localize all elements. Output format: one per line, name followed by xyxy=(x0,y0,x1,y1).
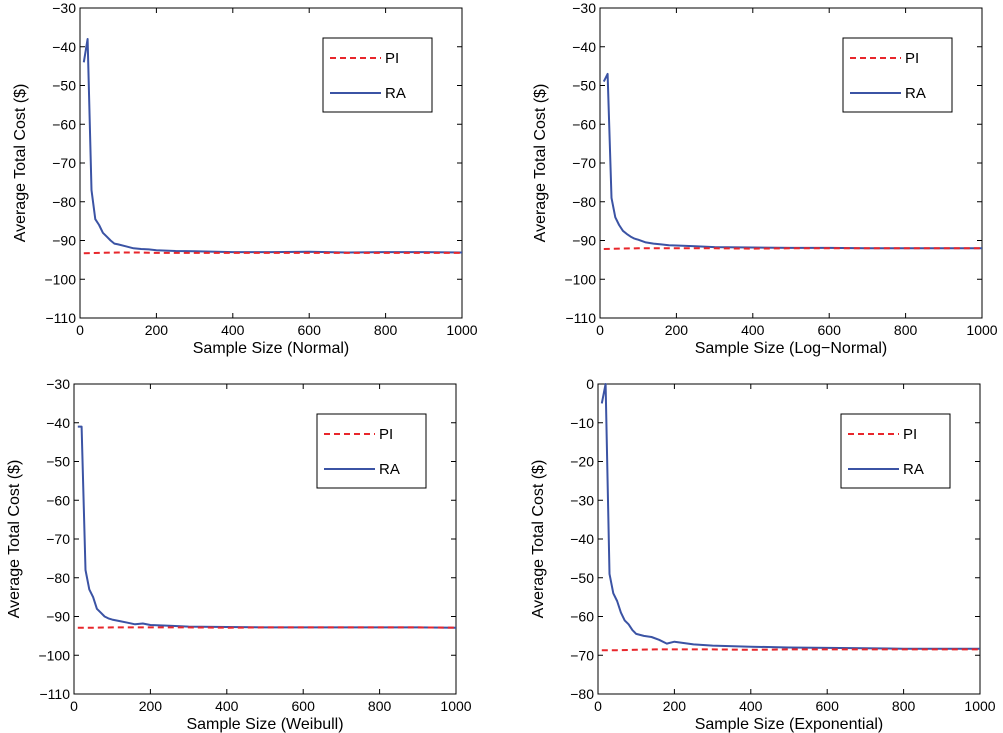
legend-label-pi: PI xyxy=(385,50,399,67)
y-axis-label: Average Total Cost ($) xyxy=(12,84,29,243)
y-axis-label: Average Total Cost ($) xyxy=(6,460,23,619)
legend: PI RA xyxy=(842,37,953,113)
y-tick-label: −60 xyxy=(570,609,594,625)
y-tick-label: −30 xyxy=(570,492,594,508)
y-tick-label: −50 xyxy=(52,78,76,94)
x-tick-label: 800 xyxy=(374,322,398,338)
series-line-pi xyxy=(603,247,982,250)
legend-label-ra: RA xyxy=(905,85,926,102)
y-tick-label: −10 xyxy=(570,415,594,431)
y-tick-label: −100 xyxy=(38,647,70,663)
y-tick-label: −110 xyxy=(40,686,71,702)
chart-panel-1: 0 200 400 600 800 1000 −110 −100 −90 −80 −70 −60 −50… xyxy=(12,0,478,357)
x-tick-label: 200 xyxy=(663,698,687,714)
x-tick-label: 600 xyxy=(816,698,840,714)
x-tick-label: 400 xyxy=(739,698,763,714)
x-tick-label: 200 xyxy=(665,322,689,338)
y-tick-label: −70 xyxy=(46,531,70,547)
y-tick-label: −20 xyxy=(570,454,594,470)
x-tick-label: 200 xyxy=(139,698,163,714)
y-tick-label: −70 xyxy=(52,155,76,171)
x-tick-label: 0 xyxy=(76,322,84,338)
y-tick-label: −110 xyxy=(566,310,597,326)
y-tick-label: −30 xyxy=(52,0,76,16)
legend-label-pi: PI xyxy=(903,426,917,443)
legend-box xyxy=(322,37,433,113)
x-tick-label: 0 xyxy=(594,698,602,714)
legend: PI RA xyxy=(316,413,427,489)
y-tick-label: 0 xyxy=(586,376,594,392)
y-tick-label: −40 xyxy=(572,39,596,55)
series-line-pi xyxy=(601,648,980,652)
x-tick-label: 400 xyxy=(741,322,765,338)
x-tick-label: 400 xyxy=(215,698,239,714)
y-tick-label: −70 xyxy=(570,647,594,663)
y-tick-label: −80 xyxy=(570,686,594,702)
y-tick-label: −60 xyxy=(572,116,596,132)
y-tick-label: −110 xyxy=(46,310,77,326)
y-tick-label: −70 xyxy=(572,155,596,171)
x-tick-label: 0 xyxy=(70,698,78,714)
y-tick-label: −30 xyxy=(572,0,596,16)
x-tick-label: 1000 xyxy=(440,698,471,714)
x-tick-label: 400 xyxy=(221,322,245,338)
x-tick-label: 1000 xyxy=(964,698,995,714)
legend-label-ra: RA xyxy=(379,461,400,478)
legend-label-ra: RA xyxy=(385,85,406,102)
legend-label-pi: PI xyxy=(905,50,919,67)
legend-label-pi: PI xyxy=(379,426,393,443)
x-axis-label: Sample Size (Weibull) xyxy=(186,716,343,733)
y-axis-label: Average Total Cost ($) xyxy=(530,460,547,619)
y-tick-label: −50 xyxy=(572,78,596,94)
y-tick-label: −40 xyxy=(570,531,594,547)
y-tick-label: −80 xyxy=(46,570,70,586)
x-tick-label: 0 xyxy=(596,322,604,338)
x-tick-label: 600 xyxy=(818,322,842,338)
x-axis-label: Sample Size (Log−Normal) xyxy=(695,340,888,357)
y-tick-label: −90 xyxy=(52,233,76,249)
x-tick-label: 600 xyxy=(298,322,322,338)
y-tick-label: −40 xyxy=(46,415,70,431)
y-tick-label: −90 xyxy=(572,233,596,249)
legend: PI RA xyxy=(322,37,433,113)
x-tick-label: 800 xyxy=(368,698,392,714)
x-tick-label: 1000 xyxy=(446,322,477,338)
legend-box xyxy=(840,413,951,489)
legend-box xyxy=(316,413,427,489)
series-line-ra xyxy=(82,38,463,254)
y-tick-label: −100 xyxy=(564,271,596,287)
y-tick-label: −60 xyxy=(52,116,76,132)
y-tick-label: −100 xyxy=(44,271,76,287)
y-tick-label: −90 xyxy=(46,609,70,625)
y-tick-label: −80 xyxy=(572,194,596,210)
x-tick-label: 800 xyxy=(892,698,916,714)
series-line-ra xyxy=(600,383,980,650)
x-axis-label: Sample Size (Exponential) xyxy=(695,716,884,733)
y-tick-label: −40 xyxy=(52,39,76,55)
chart-panel-2: 0 200 400 600 800 1000 −110 −100 −90 −80 −70 −60 −50… xyxy=(532,0,998,357)
legend: PI RA xyxy=(840,413,951,489)
legend-box xyxy=(842,37,953,113)
chart-panel-4: 0 200 400 600 800 1000 −80 −70 −60 −50 −40 −30 −20 −1… xyxy=(530,376,996,733)
y-tick-label: −50 xyxy=(570,570,594,586)
x-tick-label: 1000 xyxy=(966,322,997,338)
x-axis-label: Sample Size (Normal) xyxy=(193,340,349,357)
chart-panel-3: 0 200 400 600 800 1000 −110 −100 −90 −80 −70 −60 −50… xyxy=(6,376,472,733)
x-tick-label: 200 xyxy=(145,322,169,338)
legend-label-ra: RA xyxy=(903,461,924,478)
y-tick-label: −30 xyxy=(46,376,70,392)
x-tick-label: 800 xyxy=(894,322,918,338)
series-line-pi xyxy=(83,251,462,255)
y-tick-label: −80 xyxy=(52,194,76,210)
y-axis-label: Average Total Cost ($) xyxy=(532,84,549,243)
y-tick-label: −50 xyxy=(46,454,70,470)
y-tick-label: −60 xyxy=(46,492,70,508)
x-tick-label: 600 xyxy=(292,698,316,714)
